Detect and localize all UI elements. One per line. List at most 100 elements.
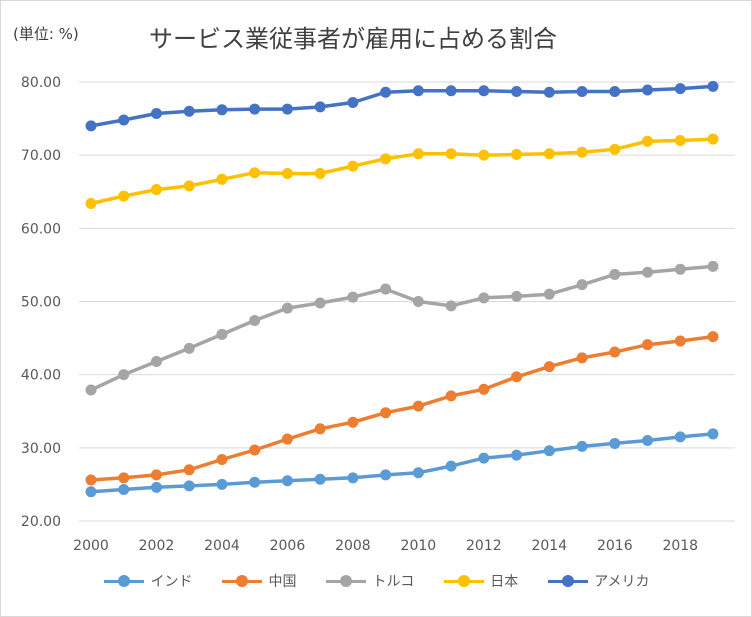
data-point (281, 167, 293, 179)
data-point (674, 135, 686, 147)
data-point (85, 474, 97, 486)
data-point (249, 315, 261, 327)
data-point (707, 260, 719, 272)
legend: インド 中国 トルコ 日本 アメリカ (1, 571, 752, 591)
x-tick-label: 2000 (73, 538, 109, 554)
data-point (609, 143, 621, 155)
y-tick-label: 70.00 (21, 148, 61, 164)
series-line (90, 334, 714, 482)
data-point (314, 423, 326, 435)
data-point (118, 472, 130, 484)
data-point (445, 85, 457, 97)
data-point (216, 104, 228, 116)
y-tick-label: 60.00 (21, 221, 61, 237)
data-point (609, 268, 621, 280)
data-point (216, 454, 228, 466)
data-point (478, 452, 490, 464)
data-point (445, 390, 457, 402)
data-point (511, 371, 523, 383)
legend-label: 日本 (490, 574, 519, 590)
data-point (543, 361, 555, 373)
data-point (642, 84, 654, 96)
legend-item: 日本 (444, 571, 518, 591)
legend-item: トルコ (326, 571, 414, 591)
data-point (281, 475, 293, 487)
x-tick-label: 2004 (204, 538, 240, 554)
data-point (118, 484, 130, 496)
data-point (249, 103, 261, 115)
y-tick-label: 20.00 (21, 514, 61, 530)
data-point (150, 469, 162, 481)
legend-item: アメリカ (548, 571, 650, 591)
data-point (445, 148, 457, 160)
data-point (380, 153, 392, 165)
data-point (347, 472, 359, 484)
data-point (707, 133, 719, 145)
data-point (478, 149, 490, 161)
data-point (314, 473, 326, 485)
data-point (707, 428, 719, 440)
data-point (511, 290, 523, 302)
legend-swatch (326, 575, 367, 587)
data-point (249, 476, 261, 488)
data-point (314, 101, 326, 113)
data-point (412, 148, 424, 160)
x-tick-label: 2002 (139, 538, 175, 554)
data-point (609, 86, 621, 98)
data-point (478, 383, 490, 395)
data-point (281, 103, 293, 115)
data-point (543, 445, 555, 457)
data-point (347, 160, 359, 172)
data-point (118, 114, 130, 126)
data-point (543, 288, 555, 300)
data-point (281, 302, 293, 314)
data-point (216, 328, 228, 340)
data-point (314, 167, 326, 179)
plot-area: 20.00 30.00 40.00 50.00 60.00 70.00 80.00 2000 2… (21, 75, 735, 554)
legend-label: インド (150, 574, 193, 590)
data-point (707, 331, 719, 343)
data-point (609, 437, 621, 449)
data-point (674, 263, 686, 275)
data-point (543, 86, 555, 98)
data-point (347, 291, 359, 303)
data-point (707, 80, 719, 92)
legend-label: 中国 (268, 574, 297, 590)
x-tick-label: 2016 (597, 538, 633, 554)
data-point (412, 296, 424, 307)
data-point (347, 96, 359, 108)
y-tick-label: 30.00 (21, 441, 61, 457)
legend-swatch (104, 575, 145, 587)
data-point (511, 449, 523, 461)
data-point (281, 433, 293, 445)
x-tick-label: 2006 (270, 538, 306, 554)
data-point (478, 85, 490, 97)
data-point (85, 120, 97, 132)
data-point (150, 107, 162, 119)
data-point (118, 190, 130, 202)
data-point (249, 167, 261, 179)
data-point (380, 86, 392, 98)
data-point (150, 184, 162, 196)
data-point (642, 339, 654, 351)
x-tick-label: 2010 (401, 538, 437, 554)
legend-swatch (222, 575, 263, 587)
data-point (150, 481, 162, 493)
data-point (380, 407, 392, 419)
data-point (183, 342, 195, 354)
data-point (347, 416, 359, 428)
legend-label: アメリカ (594, 574, 650, 590)
data-point (478, 292, 490, 304)
data-point (85, 197, 97, 209)
data-point (543, 148, 555, 160)
legend-item: 中国 (222, 571, 296, 591)
data-point (642, 266, 654, 278)
legend-item: インド (104, 571, 192, 591)
data-point (412, 467, 424, 479)
data-point (511, 148, 523, 160)
data-point (85, 384, 97, 396)
x-tick-label: 2012 (466, 538, 502, 554)
chart-title: サービス業従事者が雇用に占める割合 (149, 25, 557, 53)
data-point (674, 431, 686, 443)
